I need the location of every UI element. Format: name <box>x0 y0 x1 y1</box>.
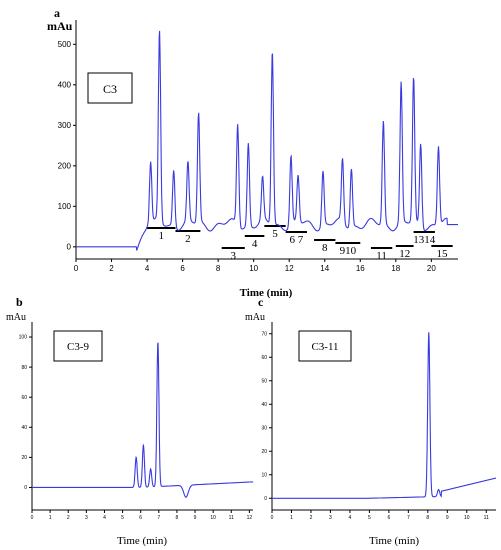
panel-a-x-title: Time (min) <box>240 287 293 299</box>
panel-a-label: a <box>54 6 60 20</box>
y-tick-label: 20 <box>21 455 27 461</box>
x-tick-label: 7 <box>407 515 410 521</box>
y-tick-label: 50 <box>261 378 267 384</box>
panel-a-sample-box <box>87 72 133 104</box>
x-tick-label: 14 <box>320 264 329 273</box>
panel-a-sample-label: C3 <box>103 82 117 96</box>
panel-c-y-unit: mAu <box>245 312 265 323</box>
panel-c-sample-box <box>298 330 352 362</box>
x-tick-label: 20 <box>427 264 436 273</box>
panel-c-sample-label: C3-11 <box>311 341 338 353</box>
x-tick-label: 2 <box>310 515 313 521</box>
panel-c-x-title: Time (min) <box>369 535 419 547</box>
y-tick-label: 40 <box>261 402 267 408</box>
panel-a-trace <box>76 30 458 251</box>
panel-a: a mAu 0 2 4 6 8 10 12 14 16 18 200100200300400500 … <box>47 6 458 299</box>
x-tick-label: 9 <box>446 515 449 521</box>
y-tick-label: 30 <box>261 425 267 431</box>
x-tick-label: 10 <box>464 515 470 521</box>
x-tick-label: 1 <box>49 515 52 521</box>
y-tick-label: 40 <box>21 425 27 431</box>
y-tick-label: 0 <box>67 243 72 252</box>
x-tick-label: 8 <box>176 515 179 521</box>
x-tick-label: 6 <box>387 515 390 521</box>
panel-a-y-unit: mAu <box>47 19 73 33</box>
fraction-label: 3 <box>230 250 236 262</box>
panel-b-label: b <box>16 295 23 309</box>
x-tick-label: 6 <box>139 515 142 521</box>
y-tick-label: 60 <box>261 355 267 361</box>
x-tick-label: 7 <box>157 515 160 521</box>
x-tick-label: 4 <box>349 515 352 521</box>
x-tick-label: 10 <box>210 515 216 521</box>
x-tick-label: 11 <box>229 515 234 521</box>
fraction-label: 12 <box>399 248 410 260</box>
y-tick-label: 0 <box>24 485 27 491</box>
x-tick-label: 2 <box>109 264 114 273</box>
y-tick-label: 20 <box>261 449 267 455</box>
x-tick-label: 12 <box>247 515 253 521</box>
fraction-label: 910 <box>340 245 357 257</box>
panel-b-trace <box>32 342 254 498</box>
y-tick-label: 10 <box>261 472 267 478</box>
x-tick-label: 1 <box>290 515 293 521</box>
x-tick-label: 3 <box>85 515 88 521</box>
x-tick-label: 8 <box>216 264 221 273</box>
y-tick-label: 300 <box>58 121 72 130</box>
x-tick-label: 0 <box>31 515 34 521</box>
x-tick-label: 8 <box>426 515 429 521</box>
y-tick-label: 100 <box>19 335 28 341</box>
x-tick-label: 6 <box>180 264 185 273</box>
fraction-label: 1314 <box>413 234 436 246</box>
fraction-label: 5 <box>272 228 278 240</box>
x-tick-label: 11 <box>484 515 489 521</box>
x-tick-label: 0 <box>271 515 274 521</box>
panel-b-x-title: Time (min) <box>117 535 167 547</box>
fraction-label: 6 7 <box>289 234 303 246</box>
panel-c-axes: 0 1 2 3 4 5 6 7 8 9 10 11 0 10 20 30 40 50 60 70 <box>261 322 496 521</box>
y-tick-label: 80 <box>21 365 27 371</box>
y-tick-label: 70 <box>261 331 267 337</box>
fraction-label: 2 <box>185 233 191 245</box>
y-tick-label: 500 <box>58 40 72 49</box>
fraction-label: 11 <box>376 250 387 262</box>
fraction-label: 4 <box>252 238 258 250</box>
x-tick-label: 4 <box>145 264 150 273</box>
y-tick-label: 200 <box>58 161 72 170</box>
panel-b-sample-box <box>53 330 103 362</box>
fraction-label: 1 <box>159 230 165 242</box>
y-tick-label: 0 <box>264 496 267 502</box>
y-tick-label: 400 <box>58 80 72 89</box>
y-tick-label: 100 <box>58 202 72 211</box>
panel-c-label: c <box>258 295 264 309</box>
panel-b-sample-label: C3-9 <box>67 341 90 353</box>
x-tick-label: 10 <box>249 264 258 273</box>
fraction-label: 8 <box>322 242 328 254</box>
fraction-label: 15 <box>437 248 449 260</box>
y-tick-label: 60 <box>21 395 27 401</box>
x-tick-label: 4 <box>103 515 106 521</box>
x-tick-label: 2 <box>67 515 70 521</box>
panel-c-trace <box>272 332 497 499</box>
panel-b-y-unit: mAu <box>6 312 26 323</box>
x-tick-label: 9 <box>194 515 197 521</box>
x-tick-label: 16 <box>356 264 365 273</box>
x-tick-label: 0 <box>74 264 79 273</box>
x-tick-label: 12 <box>285 264 294 273</box>
x-tick-label: 5 <box>121 515 124 521</box>
x-tick-label: 5 <box>368 515 371 521</box>
x-tick-label: 18 <box>391 264 400 273</box>
x-tick-label: 3 <box>329 515 332 521</box>
